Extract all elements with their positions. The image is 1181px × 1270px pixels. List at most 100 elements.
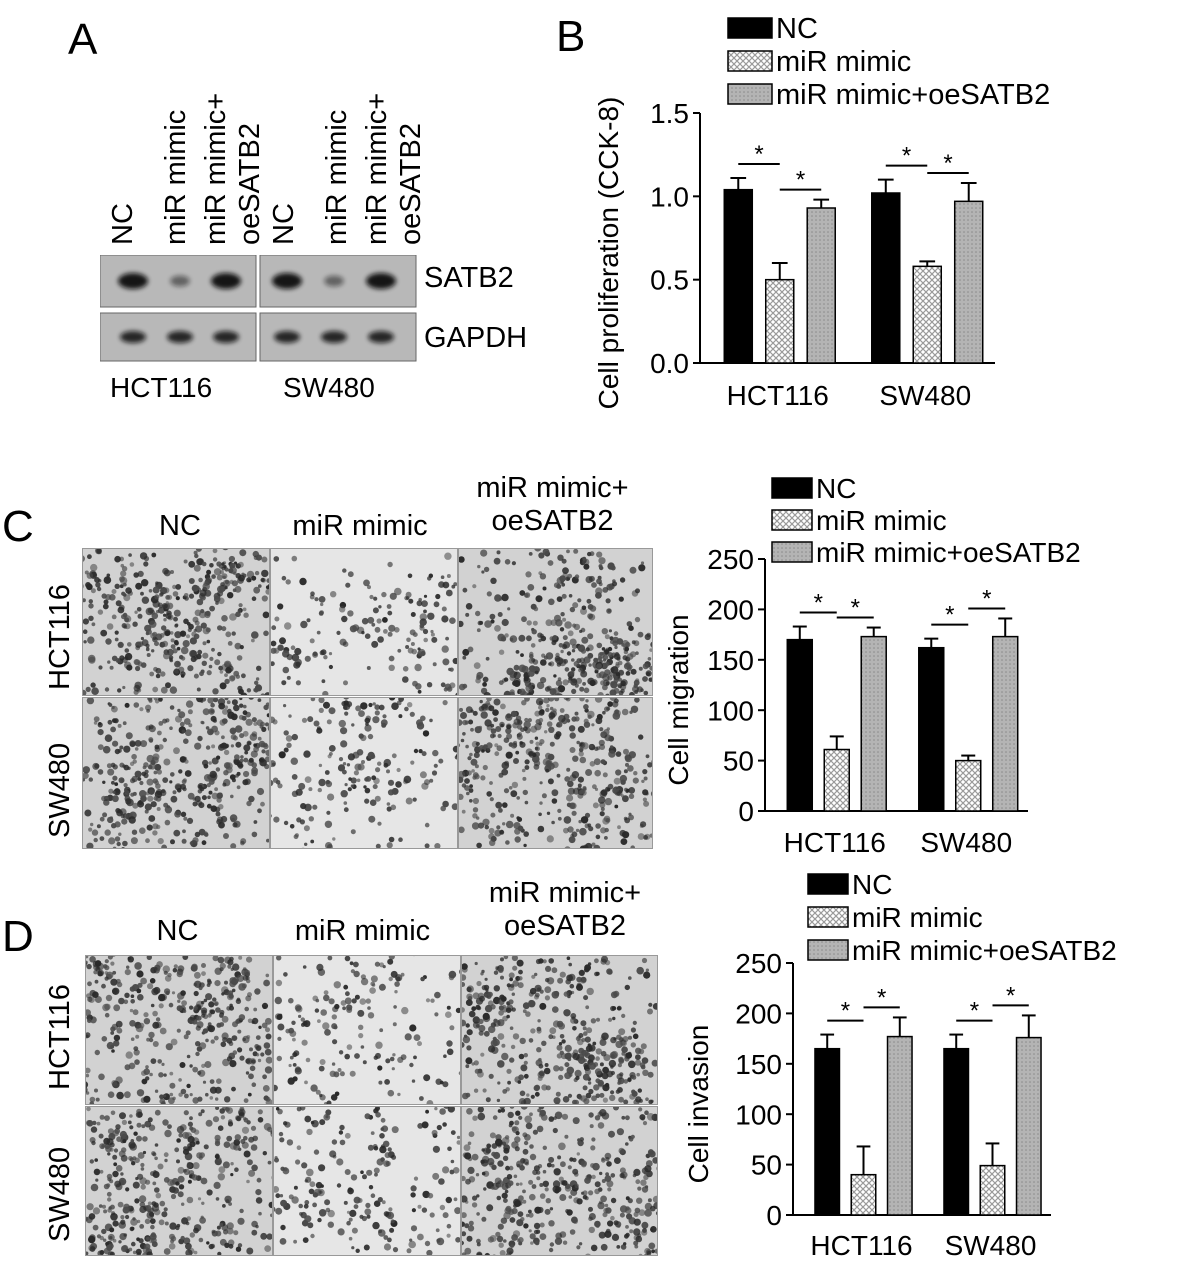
blot-lane-label: oeSATB2	[395, 123, 427, 245]
y-tick-label: 0.5	[650, 265, 689, 296]
transwell-image	[82, 697, 270, 849]
y-tick-label: 250	[735, 948, 782, 979]
blot-cellline-sw480: SW480	[283, 372, 375, 403]
blot-band-satb2	[272, 273, 302, 289]
legend-swatch	[727, 17, 773, 39]
image-row-label-sw480: SW480	[44, 1146, 76, 1242]
significance-star: *	[1006, 982, 1015, 1009]
blot-lane-label: NC	[268, 203, 300, 245]
transwell-image	[273, 1106, 461, 1256]
y-tick-label: 1.0	[650, 181, 689, 212]
panel-label-a: A	[68, 15, 98, 64]
y-tick-label: 150	[707, 645, 754, 676]
transwell-image	[273, 955, 461, 1105]
protein-label-satb2: SATB2	[424, 262, 514, 294]
significance-star: *	[970, 998, 979, 1025]
significance-star: *	[851, 595, 860, 622]
y-axis-label: Cell migration	[663, 614, 694, 785]
blot-band-satb2	[118, 273, 148, 289]
y-tick-label: 50	[723, 746, 754, 777]
panel-label-b: B	[556, 12, 586, 61]
y-tick-label: 100	[707, 695, 754, 726]
bar	[871, 192, 901, 364]
legend-label: NC	[776, 13, 818, 45]
panel-label-d: D	[2, 912, 34, 961]
legend-swatch	[727, 83, 773, 105]
blot-lane-label: miR mimic	[321, 109, 353, 245]
legend-label: NC	[852, 869, 892, 900]
y-tick-label: 100	[735, 1099, 782, 1130]
bar	[979, 1164, 1006, 1216]
significance-star: *	[945, 602, 954, 629]
blot-lane-label: miR mimic+	[361, 92, 393, 245]
bar	[806, 207, 836, 364]
legend-label: miR mimic+oeSATB2	[776, 79, 1050, 111]
image-row-label-hct116: HCT116	[44, 584, 76, 690]
bar	[1015, 1036, 1042, 1216]
blot-lane-label: miR mimic	[160, 109, 192, 245]
bar	[943, 1047, 970, 1216]
y-tick-label: 200	[735, 998, 782, 1029]
bar	[955, 759, 982, 812]
y-tick-label: 200	[707, 594, 754, 625]
legend-swatch	[807, 873, 849, 895]
bar	[814, 1047, 841, 1216]
image-row-label-sw480: SW480	[44, 742, 76, 838]
y-tick-label: 0.0	[650, 348, 689, 379]
y-tick-label: 0	[738, 796, 754, 827]
transwell-image	[270, 548, 458, 696]
x-tick-label: HCT116	[727, 380, 829, 411]
legend-swatch	[771, 477, 813, 499]
bar	[860, 635, 887, 812]
transwell-image	[458, 697, 653, 849]
bar	[764, 278, 795, 364]
transwell-image	[461, 955, 658, 1105]
y-tick-label: 1.5	[650, 98, 689, 129]
blot-band-gapdh	[120, 331, 146, 343]
bar	[912, 265, 943, 364]
blot-band-gapdh	[368, 331, 394, 343]
blot-band-satb2	[170, 275, 190, 287]
transwell-image	[270, 697, 458, 849]
legend-swatch	[807, 906, 849, 928]
legend-label: miR mimic	[852, 902, 983, 933]
blot-lane-label: oeSATB2	[234, 123, 266, 245]
legend-swatch	[771, 509, 813, 531]
transwell-image	[85, 1106, 273, 1256]
x-tick-label: SW480	[879, 380, 971, 411]
transwell-image	[85, 955, 273, 1105]
blot-band-satb2	[366, 273, 396, 289]
panel-label-c: C	[2, 502, 34, 551]
blot-band-gapdh	[321, 331, 347, 343]
y-tick-label: 0	[766, 1200, 782, 1231]
legend-label: miR mimic+oeSATB2	[852, 935, 1117, 966]
x-tick-label: HCT116	[784, 827, 886, 858]
y-axis-label: Cell proliferation (CCK-8)	[593, 97, 624, 410]
image-col-header-mimic-oe: miR mimic+ oeSATB2	[488, 877, 642, 943]
y-axis-label: Cell invasion	[683, 1025, 714, 1184]
significance-star: *	[754, 141, 763, 168]
image-col-header-nc: NC	[159, 510, 201, 542]
x-tick-label: SW480	[945, 1230, 1037, 1261]
legend-label: miR mimic	[816, 505, 947, 536]
x-tick-label: SW480	[920, 827, 1012, 858]
significance-star: *	[982, 585, 991, 612]
y-tick-label: 250	[707, 544, 754, 575]
legend-swatch	[807, 939, 849, 961]
blot-lane-label: NC	[107, 203, 139, 245]
transwell-image	[82, 548, 270, 696]
image-col-header-nc: NC	[156, 915, 199, 947]
y-tick-label: 50	[751, 1150, 782, 1181]
legend-swatch	[727, 50, 773, 72]
bar	[918, 646, 945, 812]
protein-label-gapdh: GAPDH	[424, 322, 528, 354]
y-tick-label: 150	[735, 1049, 782, 1080]
blot-cellline-hct116: HCT116	[110, 372, 213, 403]
significance-star: *	[877, 984, 886, 1011]
blot-band-gapdh	[167, 331, 193, 343]
bar	[823, 748, 850, 812]
transwell-image	[458, 548, 653, 696]
